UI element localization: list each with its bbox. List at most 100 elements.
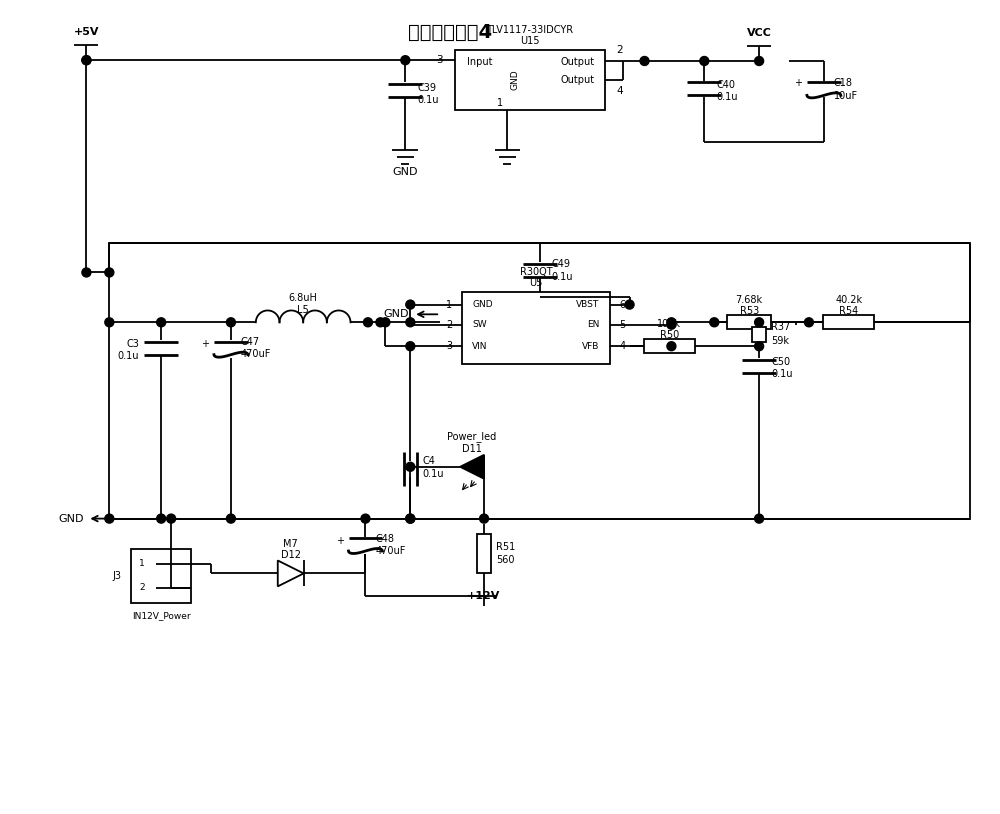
Bar [477,534,491,572]
Text: VBST: VBST [576,300,600,309]
Text: +5V: +5V [74,28,99,37]
Circle shape [710,317,719,326]
Text: 0.1u: 0.1u [422,469,444,479]
Circle shape [105,514,114,523]
Circle shape [363,317,372,326]
Circle shape [157,514,166,523]
Circle shape [82,55,91,64]
Text: 6.8uH: 6.8uH [289,293,318,304]
Text: GND: GND [58,514,83,523]
Text: R37: R37 [771,322,790,332]
Circle shape [406,514,415,523]
Circle shape [640,56,649,65]
Text: 1: 1 [446,300,452,309]
Text: 59k: 59k [771,336,789,346]
Circle shape [804,317,813,326]
Text: U15: U15 [520,37,540,46]
Circle shape [105,268,114,277]
Text: GND: GND [472,300,493,309]
Text: 0.1u: 0.1u [552,273,573,282]
Text: 6: 6 [620,300,626,309]
Text: 2: 2 [139,584,145,593]
Text: TLV1117-33IDCYR: TLV1117-33IDCYR [486,25,573,35]
Text: 4: 4 [617,86,623,96]
Circle shape [401,55,410,64]
Text: Output: Output [561,57,595,68]
Circle shape [406,462,415,471]
Text: 1: 1 [139,559,145,568]
Bar [455,50,605,110]
Text: EN: EN [587,320,600,329]
Bar [462,292,610,364]
Circle shape [755,514,764,523]
Circle shape [82,268,91,277]
Text: 40.2k: 40.2k [835,295,862,305]
Circle shape [406,514,415,523]
Circle shape [406,342,415,351]
Circle shape [755,317,764,326]
Text: Power_led: Power_led [447,431,497,442]
Text: C3: C3 [126,339,139,349]
Circle shape [480,514,489,523]
Text: R54: R54 [839,306,858,317]
Text: U5: U5 [529,278,543,288]
Text: R53: R53 [740,306,759,317]
Text: 470uF: 470uF [375,545,406,555]
Text: C4: C4 [422,456,435,466]
Text: 560: 560 [496,555,515,566]
Circle shape [226,514,235,523]
Text: 2: 2 [446,320,452,330]
Text: Input: Input [467,57,493,68]
Text: VFB: VFB [582,342,600,351]
Circle shape [625,300,634,309]
Text: 3: 3 [446,341,452,351]
Circle shape [82,55,91,64]
Text: D11: D11 [462,444,482,454]
Text: 5: 5 [620,320,626,330]
Text: L5: L5 [297,305,309,315]
Text: 0.1u: 0.1u [771,369,793,379]
Text: R50: R50 [660,330,679,340]
Text: C18: C18 [834,78,853,88]
Circle shape [226,317,235,326]
Text: C39: C39 [417,83,436,93]
Bar [644,339,695,353]
Text: GND: GND [393,167,418,177]
Circle shape [105,317,114,326]
Text: C47: C47 [241,337,260,348]
Text: +12V: +12V [467,591,501,602]
Polygon shape [460,455,484,479]
Text: 2: 2 [617,45,623,55]
Text: GND: GND [384,309,409,319]
Text: 7.68k: 7.68k [736,295,763,305]
Circle shape [755,342,764,351]
Text: Output: Output [561,75,595,85]
Text: SW: SW [472,320,487,329]
Text: C48: C48 [375,533,394,544]
Text: C50: C50 [771,357,790,367]
Text: IN12V_Power: IN12V_Power [132,611,190,620]
Text: 4: 4 [620,341,626,351]
Text: +: + [794,78,802,88]
Text: J3: J3 [112,571,121,581]
Circle shape [381,317,390,326]
Bar [131,549,191,603]
Text: 100k: 100k [657,319,681,330]
Text: 3: 3 [437,55,443,65]
Text: +: + [336,536,344,545]
Text: VIN: VIN [472,342,488,351]
Text: C49: C49 [552,260,571,269]
Circle shape [406,317,415,326]
Text: 0.1u: 0.1u [417,95,439,105]
Text: GND: GND [510,70,519,90]
Bar [109,243,970,519]
Text: 1: 1 [497,98,503,108]
Text: C40: C40 [716,80,735,90]
Text: 10uF: 10uF [834,91,858,101]
Circle shape [361,514,370,523]
Bar [727,315,771,330]
Text: 0.1u: 0.1u [716,92,738,102]
Text: VCC: VCC [747,28,772,38]
Text: 直流电源模块4: 直流电源模块4 [408,24,492,42]
Circle shape [167,514,176,523]
